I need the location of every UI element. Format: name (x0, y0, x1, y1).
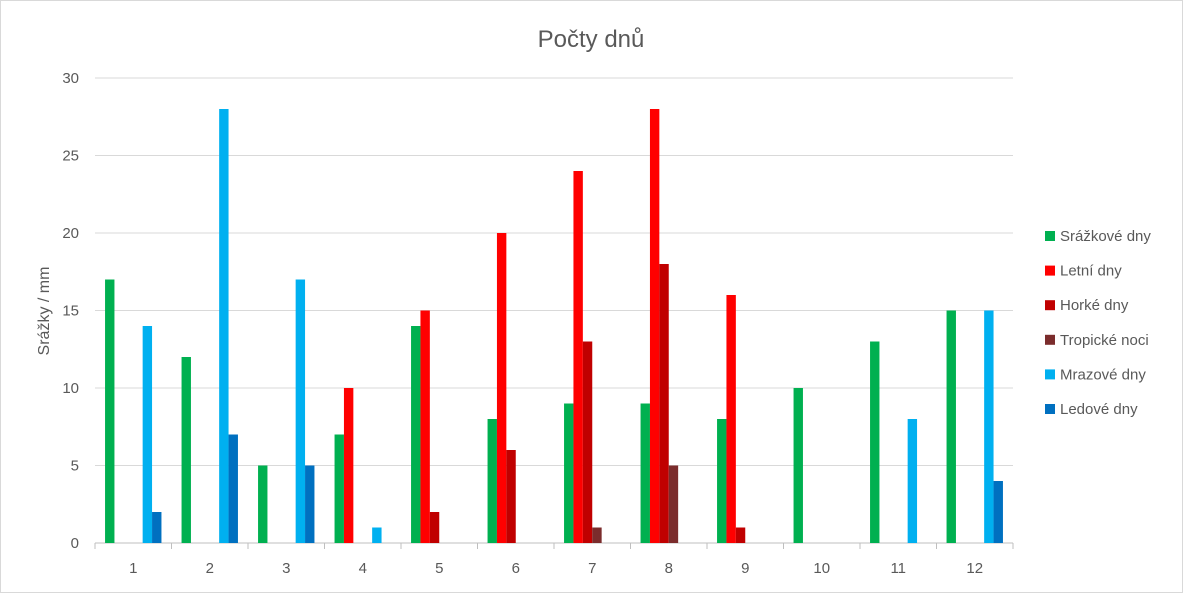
y-tick-label: 25 (62, 148, 79, 165)
legend-label: Tropické noci (1060, 332, 1149, 349)
y-axis-ticks: 0 5 10 15 20 25 30 (62, 70, 79, 552)
bar (429, 512, 440, 543)
bar (105, 279, 115, 543)
x-tick-label: 6 (512, 560, 520, 577)
legend: Srážkové dny Letní dny Horké dny Tropické n… (1045, 228, 1151, 418)
legend-label: Srážkové dny (1060, 228, 1151, 245)
y-axis-label: Srážky / mm (36, 267, 53, 356)
bar (372, 527, 382, 543)
bar (668, 465, 679, 543)
legend-label: Horké dny (1060, 297, 1129, 314)
x-tick-label: 9 (741, 560, 749, 577)
y-tick-label: 10 (62, 380, 79, 397)
x-tick-label: 7 (588, 560, 596, 577)
x-tick-label: 10 (813, 560, 830, 577)
bar (659, 264, 669, 543)
bar (640, 403, 650, 543)
bar (582, 341, 593, 543)
legend-label: Letní dny (1060, 263, 1122, 280)
bar (487, 419, 497, 543)
bar (305, 465, 315, 543)
bar (870, 341, 880, 543)
bar (496, 233, 507, 543)
x-tick-label: 8 (665, 560, 673, 577)
legend-swatch (1045, 369, 1055, 380)
bar (295, 279, 306, 543)
bar (984, 310, 994, 543)
bar (717, 419, 727, 543)
x-axis-ticks: 1 2 3 4 5 6 7 8 9 10 11 12 (94, 543, 1014, 577)
bar (258, 465, 268, 543)
x-tick-label: 2 (206, 560, 214, 577)
bar (907, 419, 918, 543)
bar (334, 434, 344, 543)
bar (152, 512, 162, 543)
bar (420, 310, 430, 543)
bar (946, 310, 956, 543)
bar (726, 295, 736, 543)
legend-label: Ledové dny (1060, 401, 1138, 418)
chart-title: Počty dnů (538, 26, 645, 53)
bar (142, 326, 153, 543)
y-tick-label: 0 (71, 535, 79, 552)
y-tick-label: 15 (62, 303, 79, 320)
bar (564, 403, 574, 543)
legend-swatch (1045, 334, 1055, 345)
bar (343, 388, 354, 543)
x-tick-label: 5 (435, 560, 443, 577)
bar (793, 388, 803, 543)
legend-label: Mrazové dny (1060, 366, 1146, 383)
x-tick-label: 4 (359, 560, 367, 577)
x-tick-label: 12 (966, 560, 983, 577)
bar (219, 109, 229, 543)
bar (573, 171, 583, 543)
bar (592, 527, 602, 543)
bar (506, 450, 516, 543)
bar (181, 357, 191, 543)
legend-swatch (1045, 231, 1055, 241)
bar (649, 109, 660, 543)
x-tick-label: 3 (282, 560, 290, 577)
y-tick-label: 20 (62, 225, 79, 242)
legend-swatch (1045, 265, 1055, 276)
bar (411, 326, 421, 543)
x-tick-label: 11 (890, 560, 906, 577)
y-tick-label: 5 (71, 458, 79, 475)
bar (993, 481, 1003, 543)
legend-swatch (1045, 404, 1055, 414)
bar (735, 527, 746, 543)
bars (105, 109, 1003, 543)
x-tick-label: 1 (129, 560, 137, 577)
y-tick-label: 30 (62, 70, 79, 87)
legend-swatch (1045, 300, 1055, 311)
bar (228, 434, 238, 543)
